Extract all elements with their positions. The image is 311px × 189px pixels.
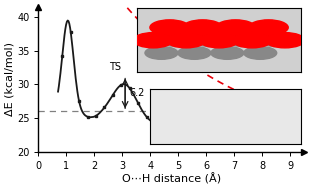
Text: TS: TS: [109, 62, 121, 72]
Text: 6.2: 6.2: [129, 88, 145, 98]
X-axis label: O⋯H distance (Å): O⋯H distance (Å): [122, 174, 221, 185]
Y-axis label: ΔE (kcal/mol): ΔE (kcal/mol): [4, 42, 14, 116]
